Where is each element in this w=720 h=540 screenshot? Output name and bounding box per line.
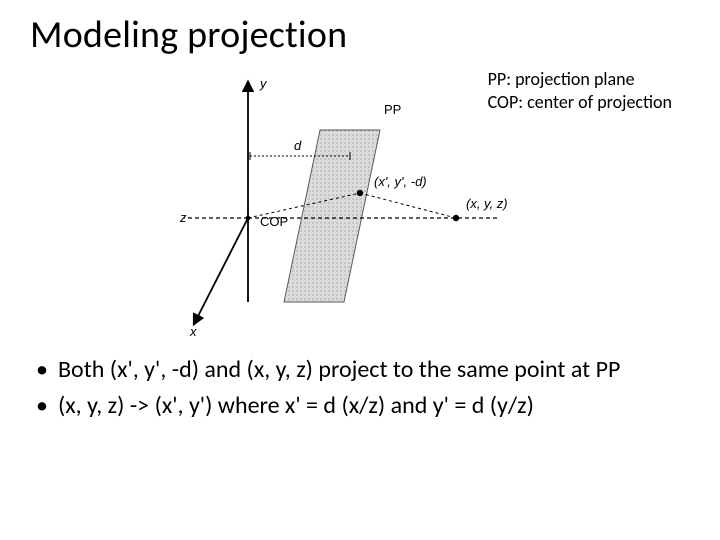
legend-cop: COP: center of projection bbox=[488, 91, 672, 114]
bullet-list: Both (x', y', -d) and (x, y, z) project … bbox=[28, 354, 692, 423]
svg-text:(x, y, z): (x, y, z) bbox=[466, 196, 508, 211]
svg-text:(x', y', -d): (x', y', -d) bbox=[374, 174, 427, 189]
svg-text:x: x bbox=[189, 324, 197, 339]
svg-text:z: z bbox=[179, 210, 187, 225]
slide-title: Modeling projection bbox=[30, 12, 692, 58]
diagram-row: PP: projection plane COP: center of proj… bbox=[28, 64, 692, 344]
svg-text:PP: PP bbox=[384, 102, 401, 117]
projection-diagram: y x z PP COP d (x', y', -d) (x, y, z) bbox=[168, 70, 508, 340]
legend: PP: projection plane COP: center of proj… bbox=[488, 68, 672, 113]
legend-pp: PP: projection plane bbox=[488, 68, 672, 91]
svg-text:d: d bbox=[294, 138, 302, 153]
slide: Modeling projection PP: projection plane… bbox=[0, 0, 720, 540]
svg-text:COP: COP bbox=[260, 214, 288, 229]
bullet-item: (x, y, z) -> (x', y') where x' = d (x/z)… bbox=[54, 390, 692, 422]
svg-text:y: y bbox=[259, 76, 268, 91]
bullet-item: Both (x', y', -d) and (x, y, z) project … bbox=[54, 354, 692, 386]
